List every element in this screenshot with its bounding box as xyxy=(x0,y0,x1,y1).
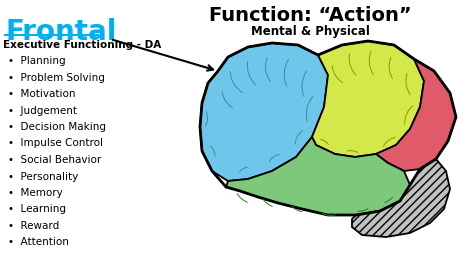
Text: •  Motivation: • Motivation xyxy=(8,89,75,99)
Polygon shape xyxy=(312,42,424,157)
Polygon shape xyxy=(352,159,450,237)
Text: •  Judgement: • Judgement xyxy=(8,105,77,115)
Text: •  Personality: • Personality xyxy=(8,171,78,181)
Text: Frontal: Frontal xyxy=(5,18,117,46)
Text: Mental & Physical: Mental & Physical xyxy=(251,25,369,38)
Text: •  Attention: • Attention xyxy=(8,236,69,247)
Text: Function: “Action”: Function: “Action” xyxy=(209,6,411,25)
Text: •  Impulse Control: • Impulse Control xyxy=(8,138,103,148)
Text: •  Memory: • Memory xyxy=(8,187,63,197)
Text: •  Planning: • Planning xyxy=(8,56,65,66)
Polygon shape xyxy=(376,60,456,171)
Text: •  Problem Solving: • Problem Solving xyxy=(8,72,105,82)
Polygon shape xyxy=(200,44,328,181)
Text: •  Reward: • Reward xyxy=(8,220,59,230)
Polygon shape xyxy=(226,137,410,215)
Text: •  Social Behavior: • Social Behavior xyxy=(8,154,101,164)
Text: •  Decision Making: • Decision Making xyxy=(8,121,106,132)
Text: Executive Functioning - DA: Executive Functioning - DA xyxy=(3,40,161,50)
Text: •  Learning: • Learning xyxy=(8,204,66,214)
